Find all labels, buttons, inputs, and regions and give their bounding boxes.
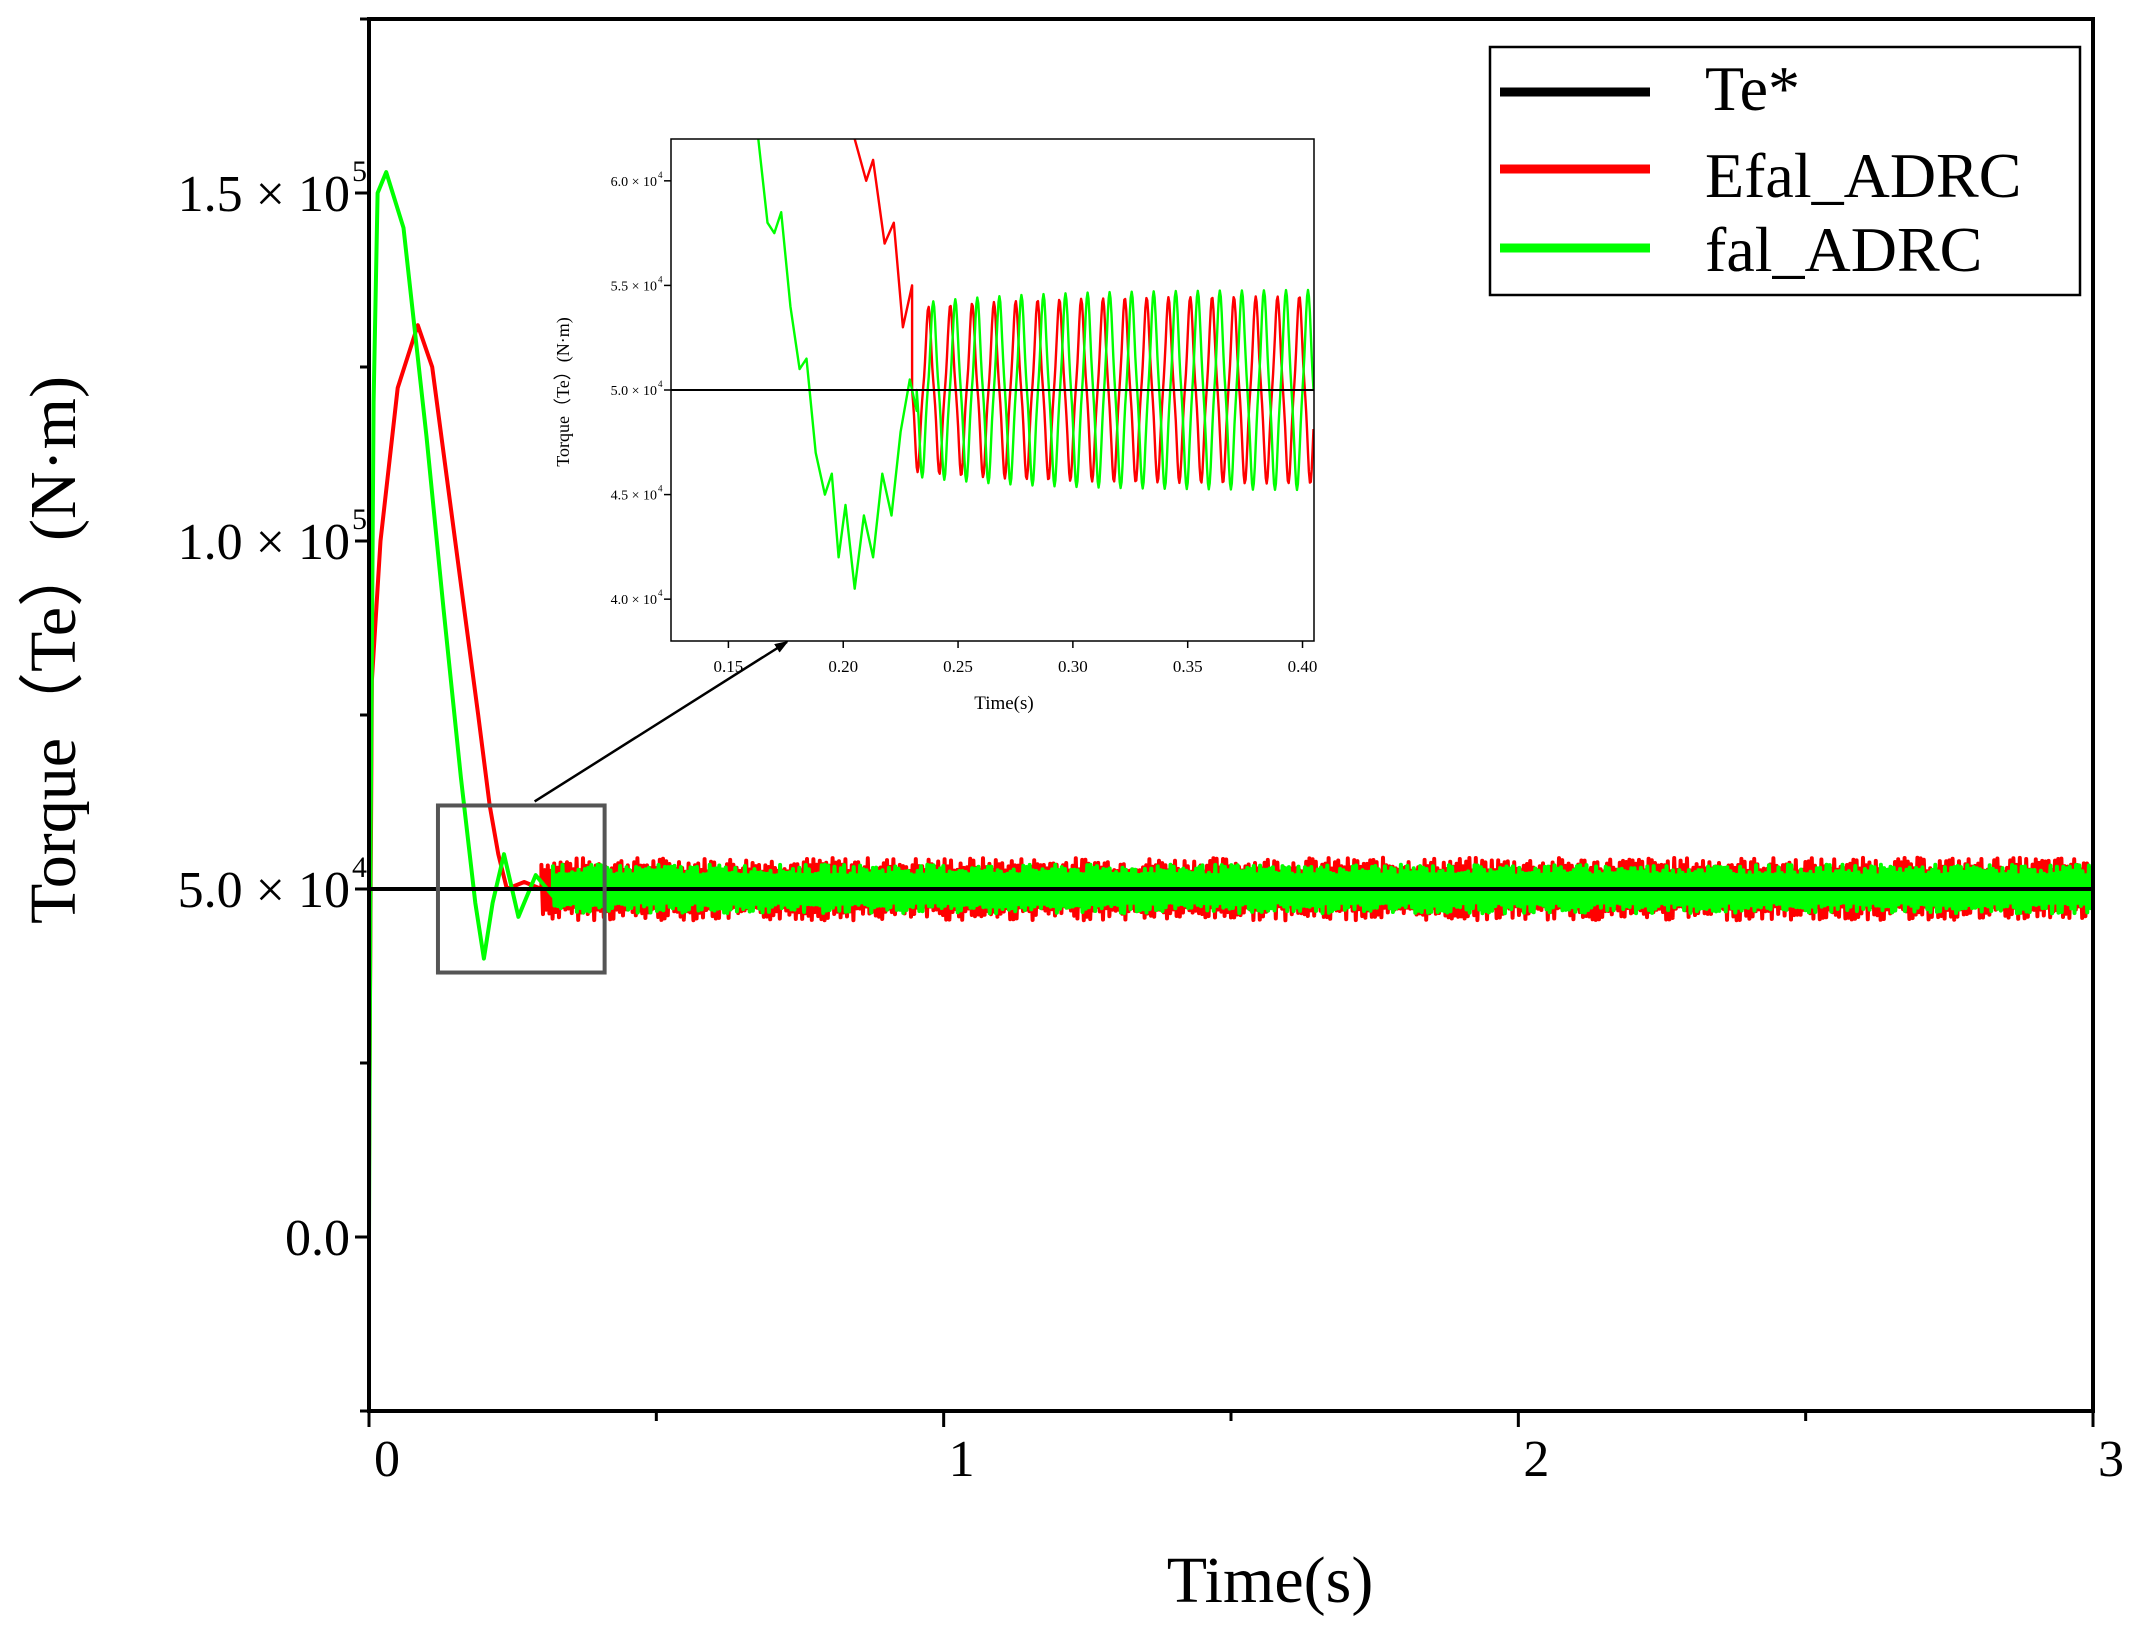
y-tick-exponent: 5 [352,155,367,188]
main-series-group [369,170,2093,1238]
inset-series-group [671,139,1314,590]
zoom-box [435,803,607,975]
y-tick-label: 1.5 × 10 [178,166,350,223]
inset-y-tick-exponent: 4 [658,588,663,598]
legend-label-efal-adrc: Efal_ADRC [1705,140,2021,211]
inset-axis-ticks: 0.15 0.20 0.25 0.30 0.35 0.404.0 × 10 44.5 × 1… [611,170,1318,676]
y-tick-exponent: 4 [352,851,367,884]
x-tick-label: 0 [374,1431,400,1488]
y-tick-label: 1.0 × 10 [178,514,350,571]
x-tick-label: 2 [1523,1431,1549,1488]
inset-x-tick-label: 0.35 [1173,657,1203,676]
y-tick-label: 0.0 [285,1210,350,1267]
inset-series-line-fal-adrc [757,139,1314,590]
inset-x-tick-label: 0.20 [828,657,858,676]
x-axis-label: Time(s) [1167,1544,1374,1617]
inset-y-tick-exponent: 4 [658,170,663,180]
legend-label-te-star: Te* [1705,53,1800,124]
x-tick-label: 1 [949,1431,975,1488]
inset-x-tick-label: 0.25 [943,657,973,676]
y-tick-label: 5.0 × 10 [178,862,350,919]
inset-y-tick-exponent: 4 [658,274,663,284]
inset-y-tick-label: 4.0 × 10 [611,593,657,608]
x-tick-label: 3 [2098,1431,2124,1488]
inset-y-tick-label: 5.0 × 10 [611,384,657,399]
series-line-fal-adrc [369,170,2093,1238]
inset-y-tick-exponent: 4 [658,379,663,389]
inset-y-tick-label: 6.0 × 10 [611,175,657,190]
inset-series-line-efal-adrc [853,139,1314,485]
main-axis-ticks: 0 1 2 30.05.0 × 10 41.0 × 10 51.5 × 10 5 [178,17,2124,1488]
inset-chart: 0.15 0.20 0.25 0.30 0.35 0.404.0 × 10 44.5 × 1… [553,138,1318,714]
inset-y-tick-exponent: 4 [658,484,663,494]
inset-x-axis-label: Time(s) [974,693,1033,714]
y-axis-label: Torque（Te）(N·m) [17,376,90,924]
y-tick-exponent: 5 [352,503,367,536]
legend-label-fal-adrc: fal_ADRC [1705,214,1982,285]
inset-x-tick-label: 0.40 [1288,657,1318,676]
inset-x-tick-label: 0.15 [714,657,744,676]
zoom-arrow [533,640,789,803]
inset-y-tick-label: 4.5 × 10 [611,489,657,504]
inset-y-axis-label: Torque（Te）(N·m) [553,317,574,466]
inset-x-tick-label: 0.30 [1058,657,1088,676]
legend: Te* Efal_ADRC fal_ADRC [1488,45,2082,297]
inset-y-tick-label: 5.5 × 10 [611,279,657,294]
